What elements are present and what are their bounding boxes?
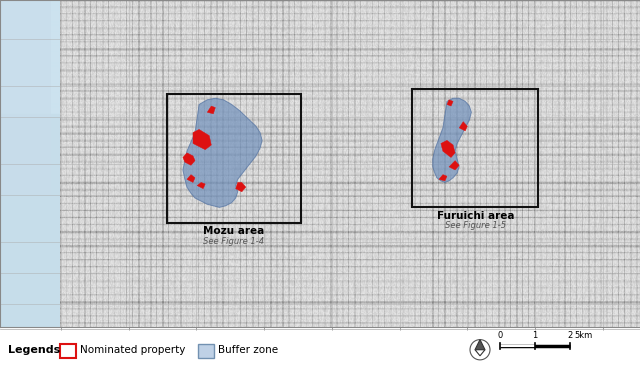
Polygon shape: [459, 122, 467, 131]
Text: Nominated property: Nominated property: [80, 345, 186, 355]
Bar: [198, 344, 214, 358]
Polygon shape: [441, 140, 455, 158]
Polygon shape: [449, 161, 459, 170]
Polygon shape: [193, 130, 211, 150]
Polygon shape: [183, 98, 262, 207]
Polygon shape: [0, 0, 51, 195]
Polygon shape: [197, 182, 205, 189]
Bar: [166, 94, 301, 223]
Polygon shape: [475, 350, 485, 356]
Polygon shape: [187, 175, 195, 182]
Text: Legends: Legends: [8, 345, 60, 355]
Polygon shape: [183, 153, 195, 165]
Text: Furuichi area: Furuichi area: [436, 211, 514, 221]
Polygon shape: [439, 175, 447, 181]
Text: 5km: 5km: [574, 331, 592, 340]
Bar: [412, 89, 538, 207]
Text: 0: 0: [497, 331, 502, 340]
Polygon shape: [207, 106, 216, 114]
Text: 1: 1: [532, 331, 538, 340]
Text: See Figure 1-5: See Figure 1-5: [445, 221, 506, 231]
Polygon shape: [433, 98, 472, 182]
Text: See Figure 1-4: See Figure 1-4: [203, 237, 264, 246]
Bar: [60, 344, 76, 358]
Polygon shape: [447, 100, 453, 106]
Polygon shape: [475, 340, 485, 350]
Text: Mozu area: Mozu area: [203, 226, 264, 236]
Text: 2: 2: [568, 331, 573, 340]
Text: Buffer zone: Buffer zone: [218, 345, 278, 355]
Polygon shape: [236, 182, 246, 192]
